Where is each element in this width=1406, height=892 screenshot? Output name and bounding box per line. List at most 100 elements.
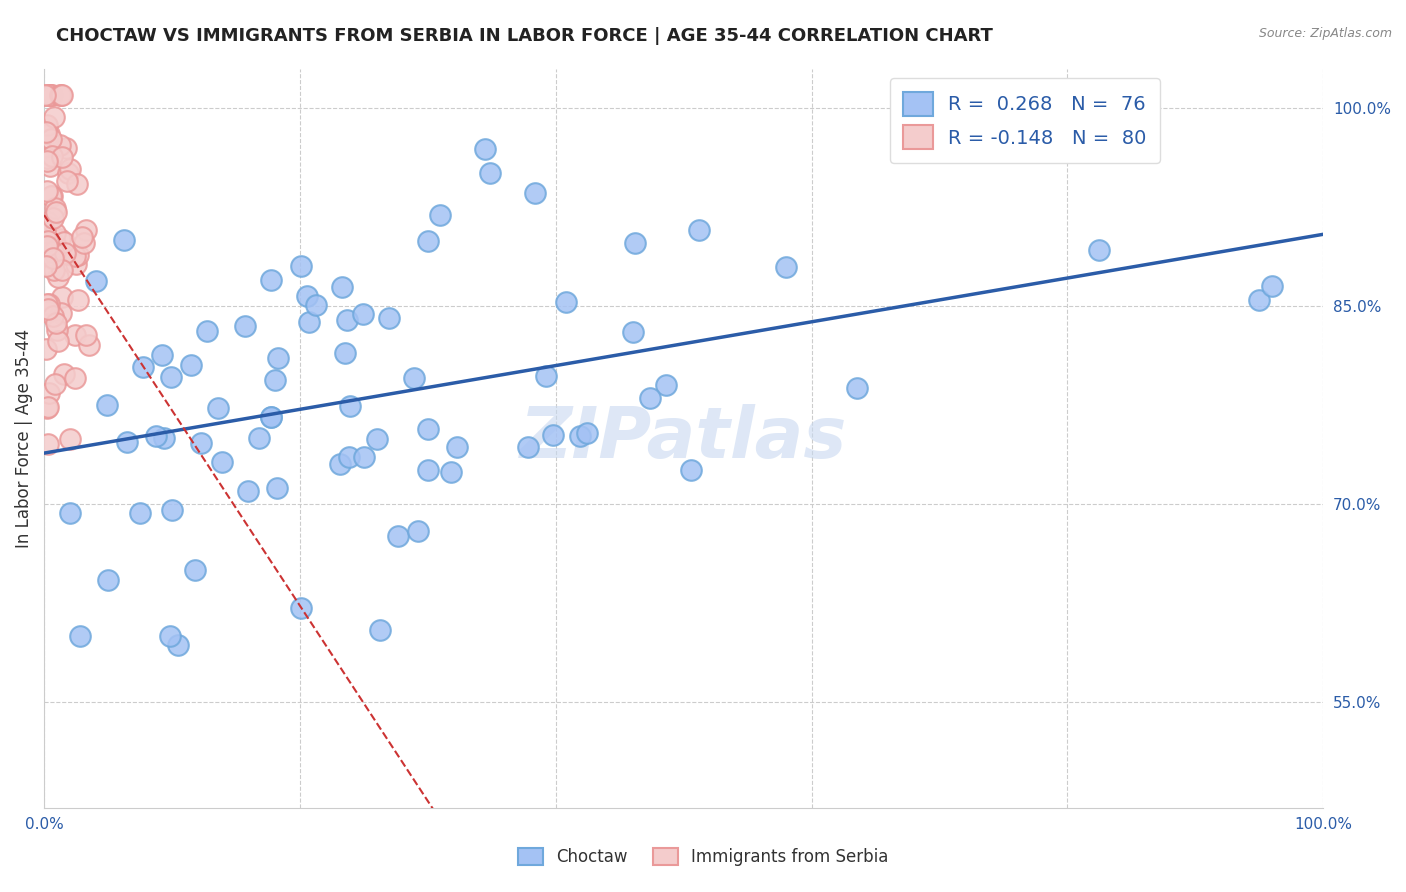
Point — [34, 225, 56, 239]
Point — [554, 294, 576, 309]
Point — [418, 422, 440, 436]
Point — [42, 245, 65, 260]
Point — [58, 506, 80, 520]
Point — [51, 87, 73, 102]
Point — [45, 205, 67, 219]
Point — [65, 257, 87, 271]
Point — [117, 434, 139, 449]
Point — [132, 359, 155, 374]
Point — [46, 334, 69, 348]
Point — [128, 506, 150, 520]
Point — [41, 149, 63, 163]
Point — [184, 563, 207, 577]
Point — [42, 309, 65, 323]
Point — [53, 245, 76, 260]
Point — [569, 429, 592, 443]
Point — [166, 639, 188, 653]
Point — [517, 440, 540, 454]
Point — [624, 235, 647, 250]
Point — [53, 246, 76, 260]
Point — [49, 232, 72, 246]
Point — [42, 211, 65, 225]
Point — [58, 433, 80, 447]
Point — [333, 345, 356, 359]
Point — [366, 432, 388, 446]
Point — [159, 629, 181, 643]
Point — [46, 323, 69, 337]
Point — [49, 87, 72, 102]
Point — [378, 311, 401, 326]
Point — [38, 297, 60, 311]
Point — [44, 250, 66, 264]
Point — [65, 248, 87, 262]
Point — [440, 465, 463, 479]
Point — [37, 234, 59, 248]
Point — [48, 138, 70, 153]
Point — [41, 189, 63, 203]
Point — [69, 629, 91, 643]
Point — [260, 410, 283, 425]
Point — [56, 174, 79, 188]
Point — [67, 293, 90, 308]
Point — [195, 324, 218, 338]
Point — [160, 370, 183, 384]
Point — [1249, 293, 1271, 307]
Point — [49, 306, 72, 320]
Point — [34, 87, 56, 102]
Point — [39, 87, 62, 102]
Point — [44, 376, 66, 391]
Point — [84, 274, 107, 288]
Point — [260, 409, 283, 424]
Point — [295, 289, 318, 303]
Point — [44, 201, 66, 215]
Point — [621, 325, 644, 339]
Point — [56, 166, 79, 180]
Point — [35, 151, 58, 165]
Point — [75, 328, 97, 343]
Point — [290, 601, 312, 615]
Point — [211, 455, 233, 469]
Point — [112, 233, 135, 247]
Point — [368, 624, 391, 638]
Point — [247, 431, 270, 445]
Point — [38, 127, 60, 141]
Point — [39, 87, 62, 102]
Point — [38, 87, 60, 102]
Point — [266, 481, 288, 495]
Point — [290, 259, 312, 273]
Point — [38, 386, 60, 401]
Point — [42, 110, 65, 124]
Point — [35, 125, 58, 139]
Text: Source: ZipAtlas.com: Source: ZipAtlas.com — [1258, 27, 1392, 40]
Point — [429, 208, 451, 222]
Point — [329, 457, 352, 471]
Point — [44, 236, 66, 251]
Point — [37, 118, 59, 132]
Point — [66, 177, 89, 191]
Point — [688, 223, 710, 237]
Point — [37, 296, 59, 310]
Point — [49, 87, 72, 102]
Point — [416, 234, 439, 248]
Point — [846, 381, 869, 395]
Point — [52, 235, 75, 249]
Point — [236, 484, 259, 499]
Point — [638, 391, 661, 405]
Point — [150, 348, 173, 362]
Point — [679, 463, 702, 477]
Point — [35, 401, 58, 415]
Point — [51, 150, 73, 164]
Point — [298, 315, 321, 329]
Point — [264, 373, 287, 387]
Point — [75, 222, 97, 236]
Point — [79, 338, 101, 352]
Point — [41, 242, 63, 256]
Point — [51, 263, 73, 277]
Point — [38, 87, 60, 102]
Point — [576, 426, 599, 441]
Point — [42, 262, 65, 277]
Point — [45, 316, 67, 330]
Point — [180, 358, 202, 372]
Point — [304, 298, 326, 312]
Point — [534, 368, 557, 383]
